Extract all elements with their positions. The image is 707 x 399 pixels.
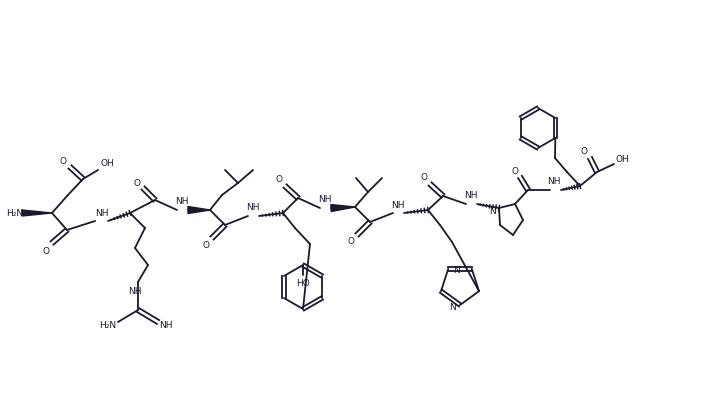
Text: O: O bbox=[42, 247, 49, 255]
Text: NH: NH bbox=[95, 209, 109, 217]
Text: O: O bbox=[134, 178, 141, 188]
Text: N: N bbox=[490, 207, 496, 215]
Text: NH: NH bbox=[159, 322, 173, 330]
Text: O: O bbox=[421, 174, 428, 182]
Text: OH: OH bbox=[100, 160, 114, 168]
Text: O: O bbox=[580, 148, 588, 156]
Text: O: O bbox=[511, 166, 518, 176]
Text: N: N bbox=[453, 266, 460, 275]
Text: NH: NH bbox=[128, 288, 141, 296]
Polygon shape bbox=[22, 210, 52, 216]
Text: NH: NH bbox=[547, 178, 561, 186]
Text: NH: NH bbox=[318, 196, 332, 205]
Text: NH: NH bbox=[246, 203, 259, 213]
Text: O: O bbox=[59, 156, 66, 166]
Polygon shape bbox=[188, 207, 210, 213]
Text: O: O bbox=[276, 176, 283, 184]
Text: O: O bbox=[202, 241, 209, 249]
Text: H₂N: H₂N bbox=[100, 322, 117, 330]
Text: HO: HO bbox=[296, 279, 310, 288]
Text: H₂N: H₂N bbox=[6, 209, 23, 217]
Polygon shape bbox=[331, 205, 355, 211]
Text: O: O bbox=[348, 237, 354, 247]
Text: N: N bbox=[449, 302, 455, 312]
Text: NH: NH bbox=[391, 201, 404, 209]
Text: NH: NH bbox=[464, 192, 478, 201]
Text: OH: OH bbox=[615, 154, 629, 164]
Text: NH: NH bbox=[175, 198, 189, 207]
